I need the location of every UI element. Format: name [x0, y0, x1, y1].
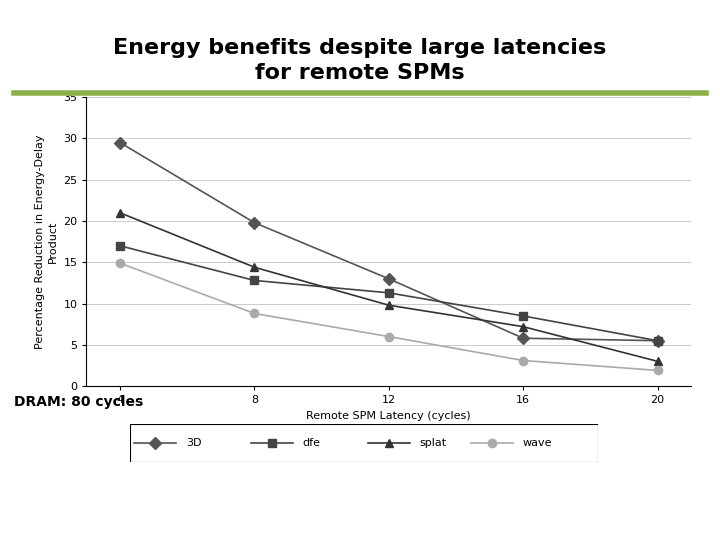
- Text: ©IEEE, 2004: ©IEEE, 2004: [540, 501, 602, 511]
- X-axis label: Remote SPM Latency (cycles): Remote SPM Latency (cycles): [307, 411, 471, 421]
- Text: © p. marwedel,
informatik 12,  2011: © p. marwedel, informatik 12, 2011: [360, 494, 459, 517]
- Text: splat: splat: [420, 438, 447, 448]
- Text: fakultät für
informatik: fakultät für informatik: [216, 494, 270, 517]
- Y-axis label: Percentage Reduction in Energy-Delay
Product: Percentage Reduction in Energy-Delay Pro…: [35, 134, 58, 349]
- Text: - 15 -: - 15 -: [655, 501, 681, 511]
- Text: fi: fi: [155, 497, 168, 515]
- Text: Energy benefits despite large latencies
for remote SPMs: Energy benefits despite large latencies …: [113, 38, 607, 83]
- Text: 3D: 3D: [186, 438, 202, 448]
- Text: technische universität
dortmund: technische universität dortmund: [58, 494, 166, 517]
- Text: tu: tu: [18, 497, 40, 515]
- Text: DRAM: 80 cycles: DRAM: 80 cycles: [14, 395, 144, 409]
- Text: wave: wave: [523, 438, 552, 448]
- Text: dfe: dfe: [302, 438, 321, 448]
